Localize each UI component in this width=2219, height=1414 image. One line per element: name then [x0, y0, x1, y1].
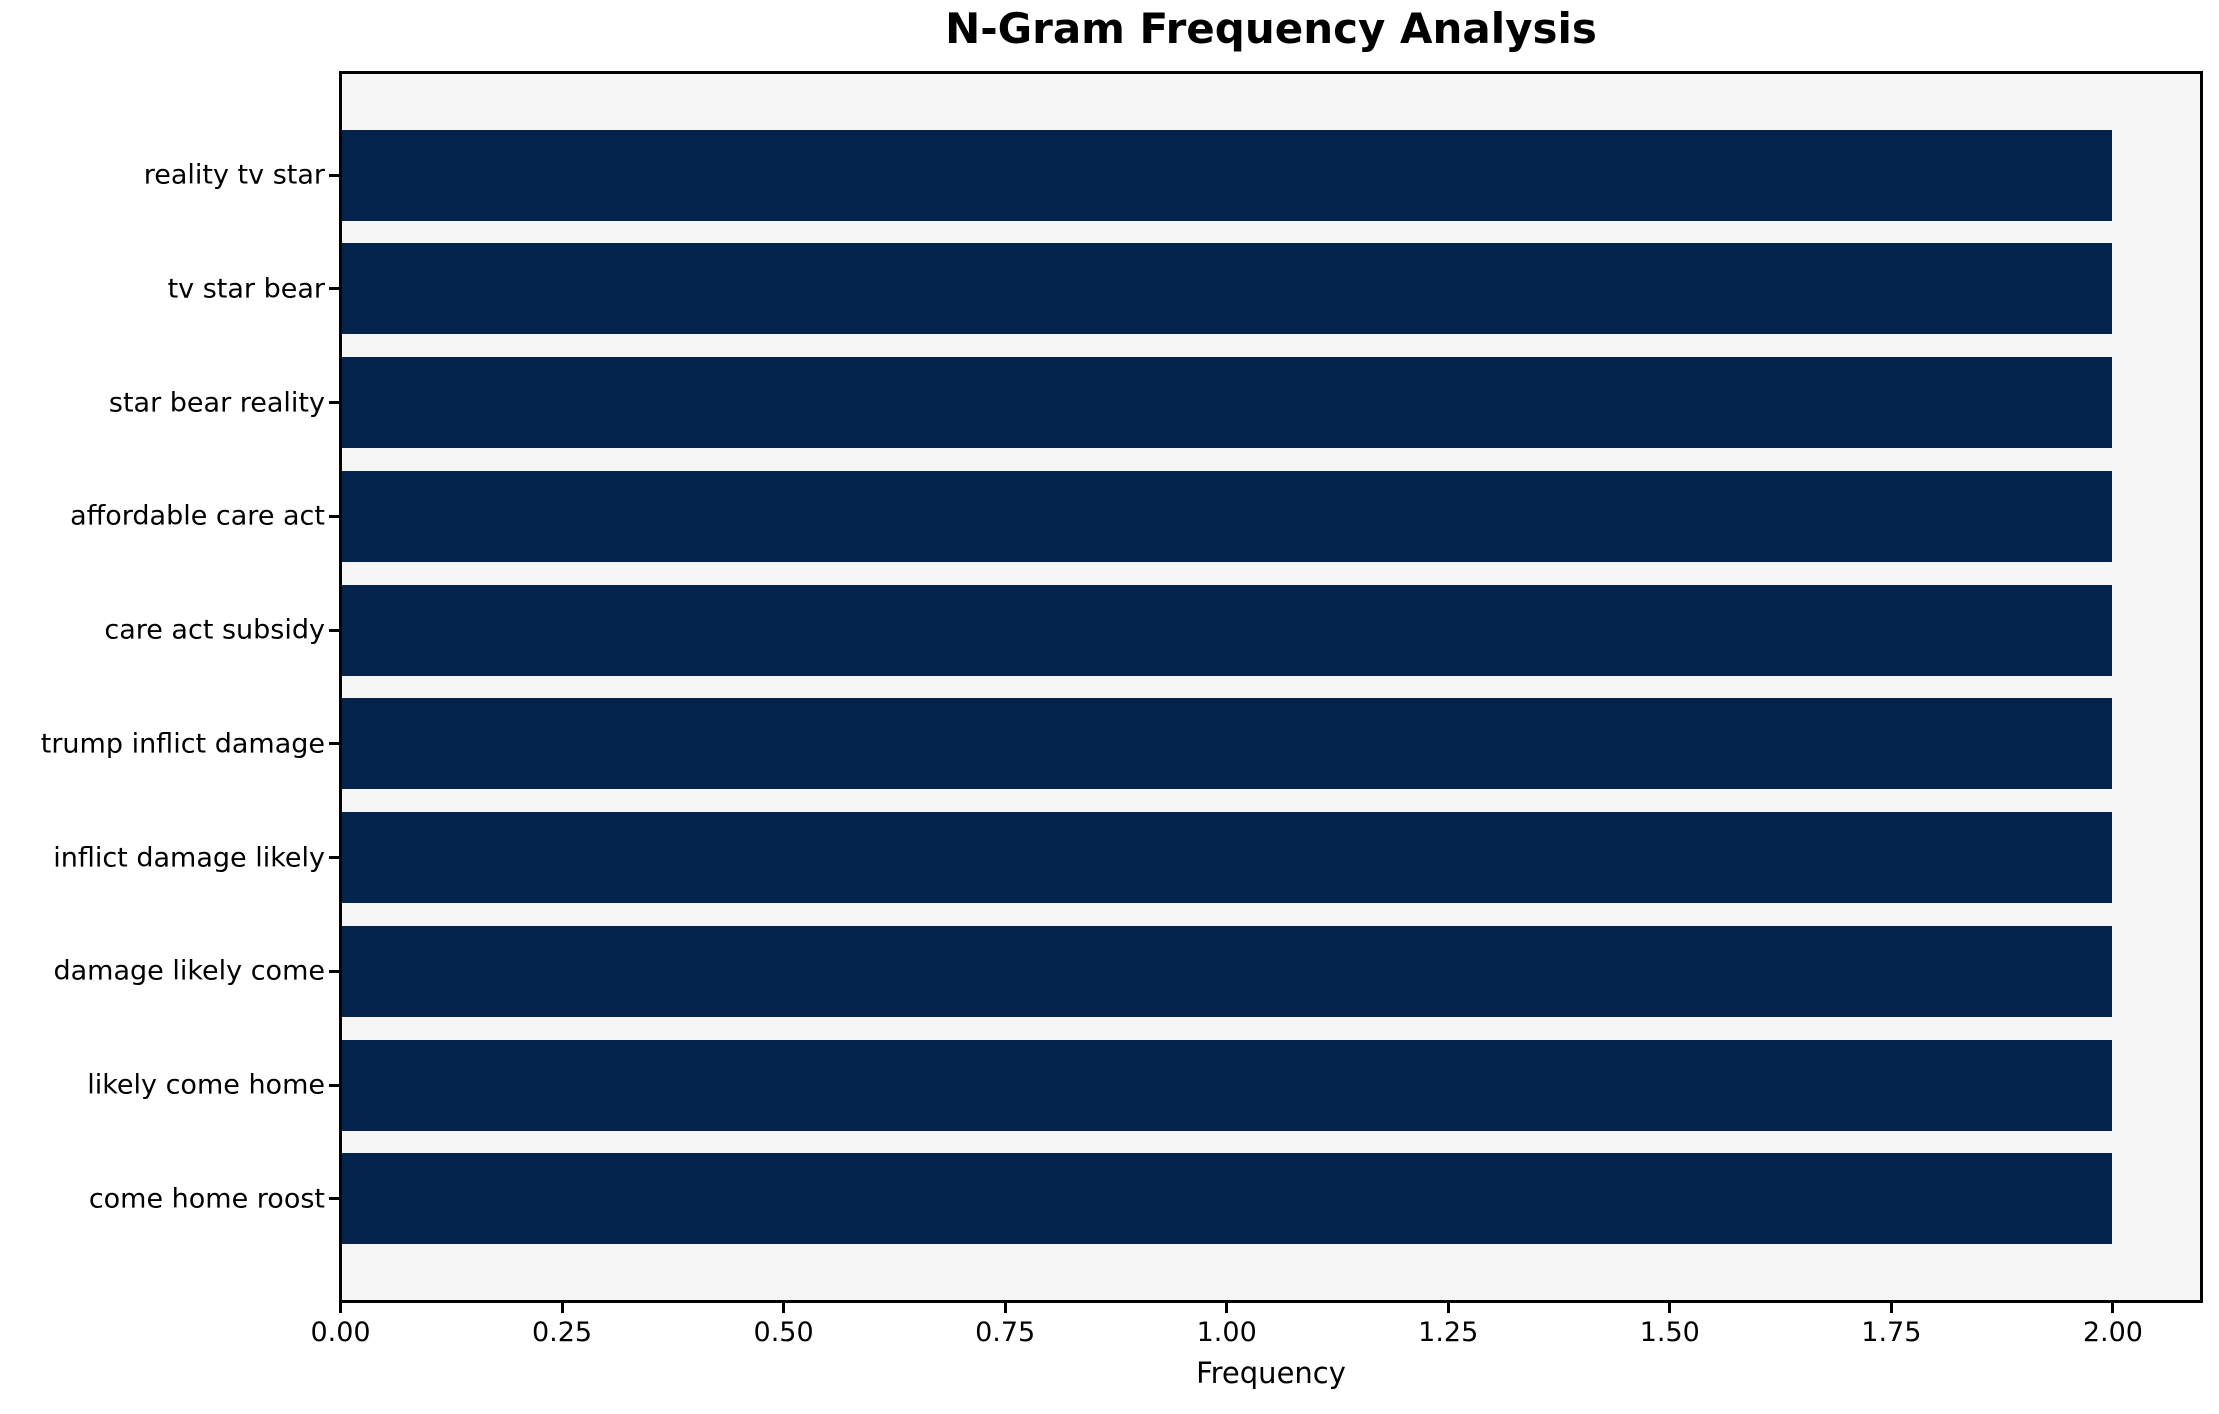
y-tick-mark: [329, 969, 339, 973]
bar: [342, 698, 2112, 790]
x-tick-label: 0.75: [975, 1317, 1036, 1348]
plot-area: [339, 71, 2203, 1303]
y-tick-mark: [329, 287, 339, 291]
chart-title: N-Gram Frequency Analysis: [945, 4, 1597, 53]
y-tick-mark: [329, 742, 339, 746]
y-tick-label: affordable care act: [70, 500, 325, 532]
y-tick-mark: [329, 514, 339, 518]
y-tick-mark: [329, 1083, 339, 1087]
x-tick-label: 2.00: [2082, 1317, 2143, 1348]
x-tick-mark: [782, 1303, 786, 1313]
y-tick-mark: [329, 628, 339, 632]
y-tick-label: tv star bear: [167, 273, 325, 305]
bar: [342, 1039, 2112, 1131]
bar: [342, 243, 2112, 335]
x-tick-mark: [339, 1303, 342, 1313]
x-tick-label: 1.75: [1861, 1317, 1922, 1348]
x-tick-mark: [1446, 1303, 1450, 1313]
bar: [342, 129, 2112, 221]
x-tick-label: 0.25: [531, 1317, 593, 1348]
x-tick-label: 0.00: [310, 1317, 371, 1348]
y-tick-label: inflict damage likely: [53, 842, 325, 874]
y-tick-mark: [329, 401, 339, 405]
bar: [342, 584, 2112, 676]
x-axis-label: Frequency: [1196, 1356, 1346, 1390]
y-tick-label: reality tv star: [143, 159, 325, 191]
bar: [342, 357, 2112, 449]
y-tick-label: care act subsidy: [104, 614, 325, 646]
x-tick-label: 1.00: [1196, 1317, 1257, 1348]
bar: [342, 1153, 2112, 1245]
bar: [342, 925, 2112, 1017]
y-tick-mark: [329, 856, 339, 860]
y-tick-mark: [329, 173, 339, 177]
bar: [342, 470, 2112, 562]
y-tick-label: star bear reality: [108, 387, 325, 419]
bar: [342, 812, 2112, 904]
x-tick-mark: [1668, 1303, 1672, 1313]
y-tick-mark: [329, 1197, 339, 1201]
x-tick-label: 1.25: [1418, 1317, 1479, 1348]
y-tick-label: come home roost: [88, 1183, 325, 1215]
x-tick-mark: [1225, 1303, 1229, 1313]
x-tick-label: 0.50: [753, 1317, 814, 1348]
y-tick-label: trump inflict damage: [40, 728, 325, 760]
x-tick-label: 1.50: [1639, 1317, 1700, 1348]
x-tick-mark: [1889, 1303, 1893, 1313]
y-tick-label: damage likely come: [53, 955, 326, 987]
y-tick-label: likely come home: [87, 1069, 325, 1101]
x-tick-mark: [1003, 1303, 1007, 1313]
x-tick-mark: [560, 1303, 564, 1313]
x-tick-mark: [2111, 1303, 2115, 1313]
